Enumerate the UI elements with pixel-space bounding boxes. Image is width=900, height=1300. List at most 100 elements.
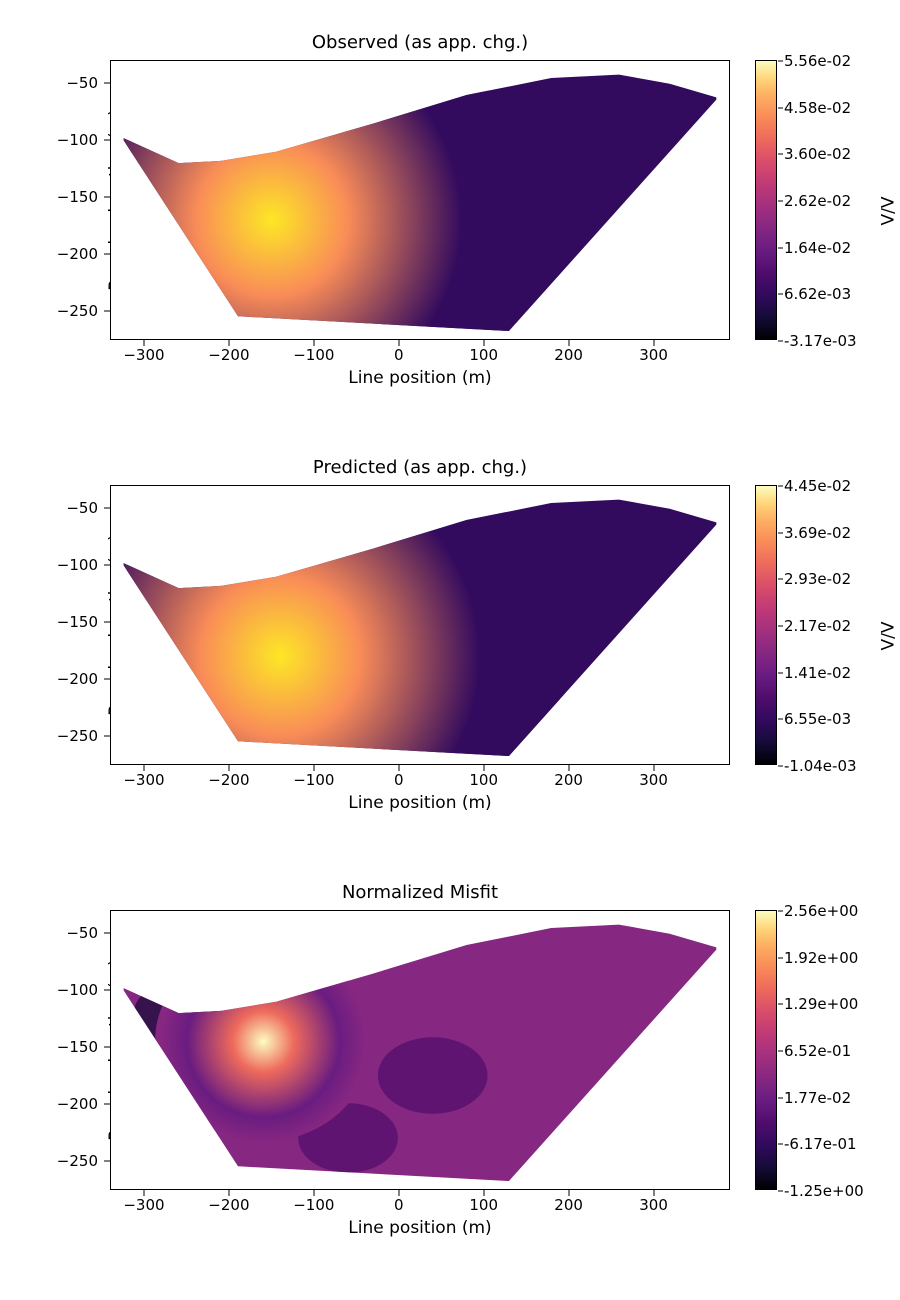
x-tick-label: 200 [554,346,583,364]
x-tick-label: 300 [639,1196,668,1214]
subplot-observed: Observed (as app. chg.)Pseudo-elevation … [110,60,730,340]
x-tick-label: −300 [123,1196,164,1214]
y-tick-mark [104,1161,110,1162]
colorbar-tick-label: 2.62e-02 [784,192,851,210]
colorbar-tick-mark [778,532,783,533]
y-tick-label: −100 [57,556,98,574]
y-tick-mark [104,1047,110,1048]
subplot-title: Normalized Misfit [110,882,730,903]
colorbar-tick-label: -1.04e-03 [784,757,857,775]
y-tick-mark [104,679,110,680]
x-tick-label: 0 [394,771,404,789]
y-tick-mark [104,736,110,737]
x-tick-label: −300 [123,771,164,789]
x-tick-label: 200 [554,771,583,789]
colorbar-tick-label: 5.56e-02 [784,52,851,70]
y-tick-label: −200 [57,670,98,688]
x-tick-label: 0 [394,1196,404,1214]
y-tick-mark [104,565,110,566]
y-tick-mark [104,311,110,312]
colorbar-label: V/V [879,197,899,226]
colorbar-tick-label: 3.60e-02 [784,145,851,163]
x-tick-label: −100 [293,1196,334,1214]
colorbar-tick-mark [778,247,783,248]
y-tick-label: −250 [57,302,98,320]
colorbar-tick-mark [778,61,783,62]
x-tick-label: −100 [293,346,334,364]
pseudosection-heatmap [111,61,729,339]
colorbar-tick-mark [778,486,783,487]
x-tick-label: −200 [208,1196,249,1214]
pseudosection-heatmap [111,486,729,764]
y-tick-label: −200 [57,245,98,263]
subplot-title: Observed (as app. chg.) [110,32,730,53]
subplot-predicted: Predicted (as app. chg.)Pseudo-elevation… [110,485,730,765]
colorbar-tick-label: 6.55e-03 [784,710,851,728]
y-tick-mark [104,140,110,141]
x-axis-label: Line position (m) [110,368,730,388]
colorbar-tick-label: 1.92e+00 [784,949,858,967]
y-tick-label: −50 [66,924,98,942]
axes-frame [110,485,730,765]
colorbar-tick-mark [778,107,783,108]
colorbar-tick-mark [778,958,783,959]
colorbar-tick-label: -3.17e-03 [784,332,857,350]
x-tick-label: 300 [639,771,668,789]
colorbar-tick-mark [778,911,783,912]
axes-frame [110,60,730,340]
y-tick-label: −50 [66,499,98,517]
colorbar-tick-mark [778,672,783,673]
axes-frame [110,910,730,1190]
y-tick-label: −100 [57,981,98,999]
x-tick-label: −300 [123,346,164,364]
colorbar-tick-mark [778,766,783,767]
y-tick-mark [104,82,110,83]
y-tick-mark [104,197,110,198]
y-tick-mark [104,1104,110,1105]
x-tick-label: 0 [394,346,404,364]
subplot-title: Predicted (as app. chg.) [110,457,730,478]
colorbar-tick-mark [778,201,783,202]
colorbar-tick-mark [778,1144,783,1145]
y-tick-mark [104,990,110,991]
colorbar-tick-label: 6.52e-01 [784,1042,851,1060]
colorbar-tick-label: -6.17e-01 [784,1135,857,1153]
y-tick-label: −250 [57,1152,98,1170]
y-tick-label: −150 [57,188,98,206]
colorbar-tick-label: 1.29e+00 [784,995,858,1013]
colorbar: -3.17e-036.62e-031.64e-022.62e-023.60e-0… [755,60,777,340]
colorbar-tick-mark [778,1051,783,1052]
y-tick-label: −200 [57,1095,98,1113]
colorbar-tick-label: 1.41e-02 [784,664,851,682]
colorbar-tick-mark [778,154,783,155]
x-tick-label: −200 [208,771,249,789]
colorbar-label: V/V [879,622,899,651]
colorbar-tick-label: 2.56e+00 [784,902,858,920]
y-tick-label: −150 [57,1038,98,1056]
colorbar-tick-mark [778,1191,783,1192]
colorbar-tick-mark [778,341,783,342]
x-axis-label: Line position (m) [110,793,730,813]
colorbar-tick-label: -1.25e+00 [784,1182,864,1200]
x-tick-label: 100 [469,1196,498,1214]
colorbar-tick-mark [778,1097,783,1098]
x-tick-label: 200 [554,1196,583,1214]
y-tick-mark [104,254,110,255]
colorbar: -1.25e+00-6.17e-011.77e-026.52e-011.29e+… [755,910,777,1190]
colorbar-tick-label: 2.93e-02 [784,570,851,588]
x-tick-label: 300 [639,346,668,364]
y-tick-mark [104,932,110,933]
x-tick-label: 100 [469,346,498,364]
colorbar: -1.04e-036.55e-031.41e-022.17e-022.93e-0… [755,485,777,765]
colorbar-tick-label: 3.69e-02 [784,524,851,542]
x-axis-label: Line position (m) [110,1218,730,1238]
colorbar-tick-label: 2.17e-02 [784,617,851,635]
y-tick-label: −50 [66,74,98,92]
subplot-misfit: Normalized MisfitPseudo-elevation (m)Lin… [110,910,730,1190]
y-tick-label: −250 [57,727,98,745]
colorbar-tick-label: 4.58e-02 [784,99,851,117]
colorbar-tick-mark [778,719,783,720]
y-tick-mark [104,507,110,508]
colorbar-tick-label: 4.45e-02 [784,477,851,495]
colorbar-tick-label: 1.77e-02 [784,1089,851,1107]
